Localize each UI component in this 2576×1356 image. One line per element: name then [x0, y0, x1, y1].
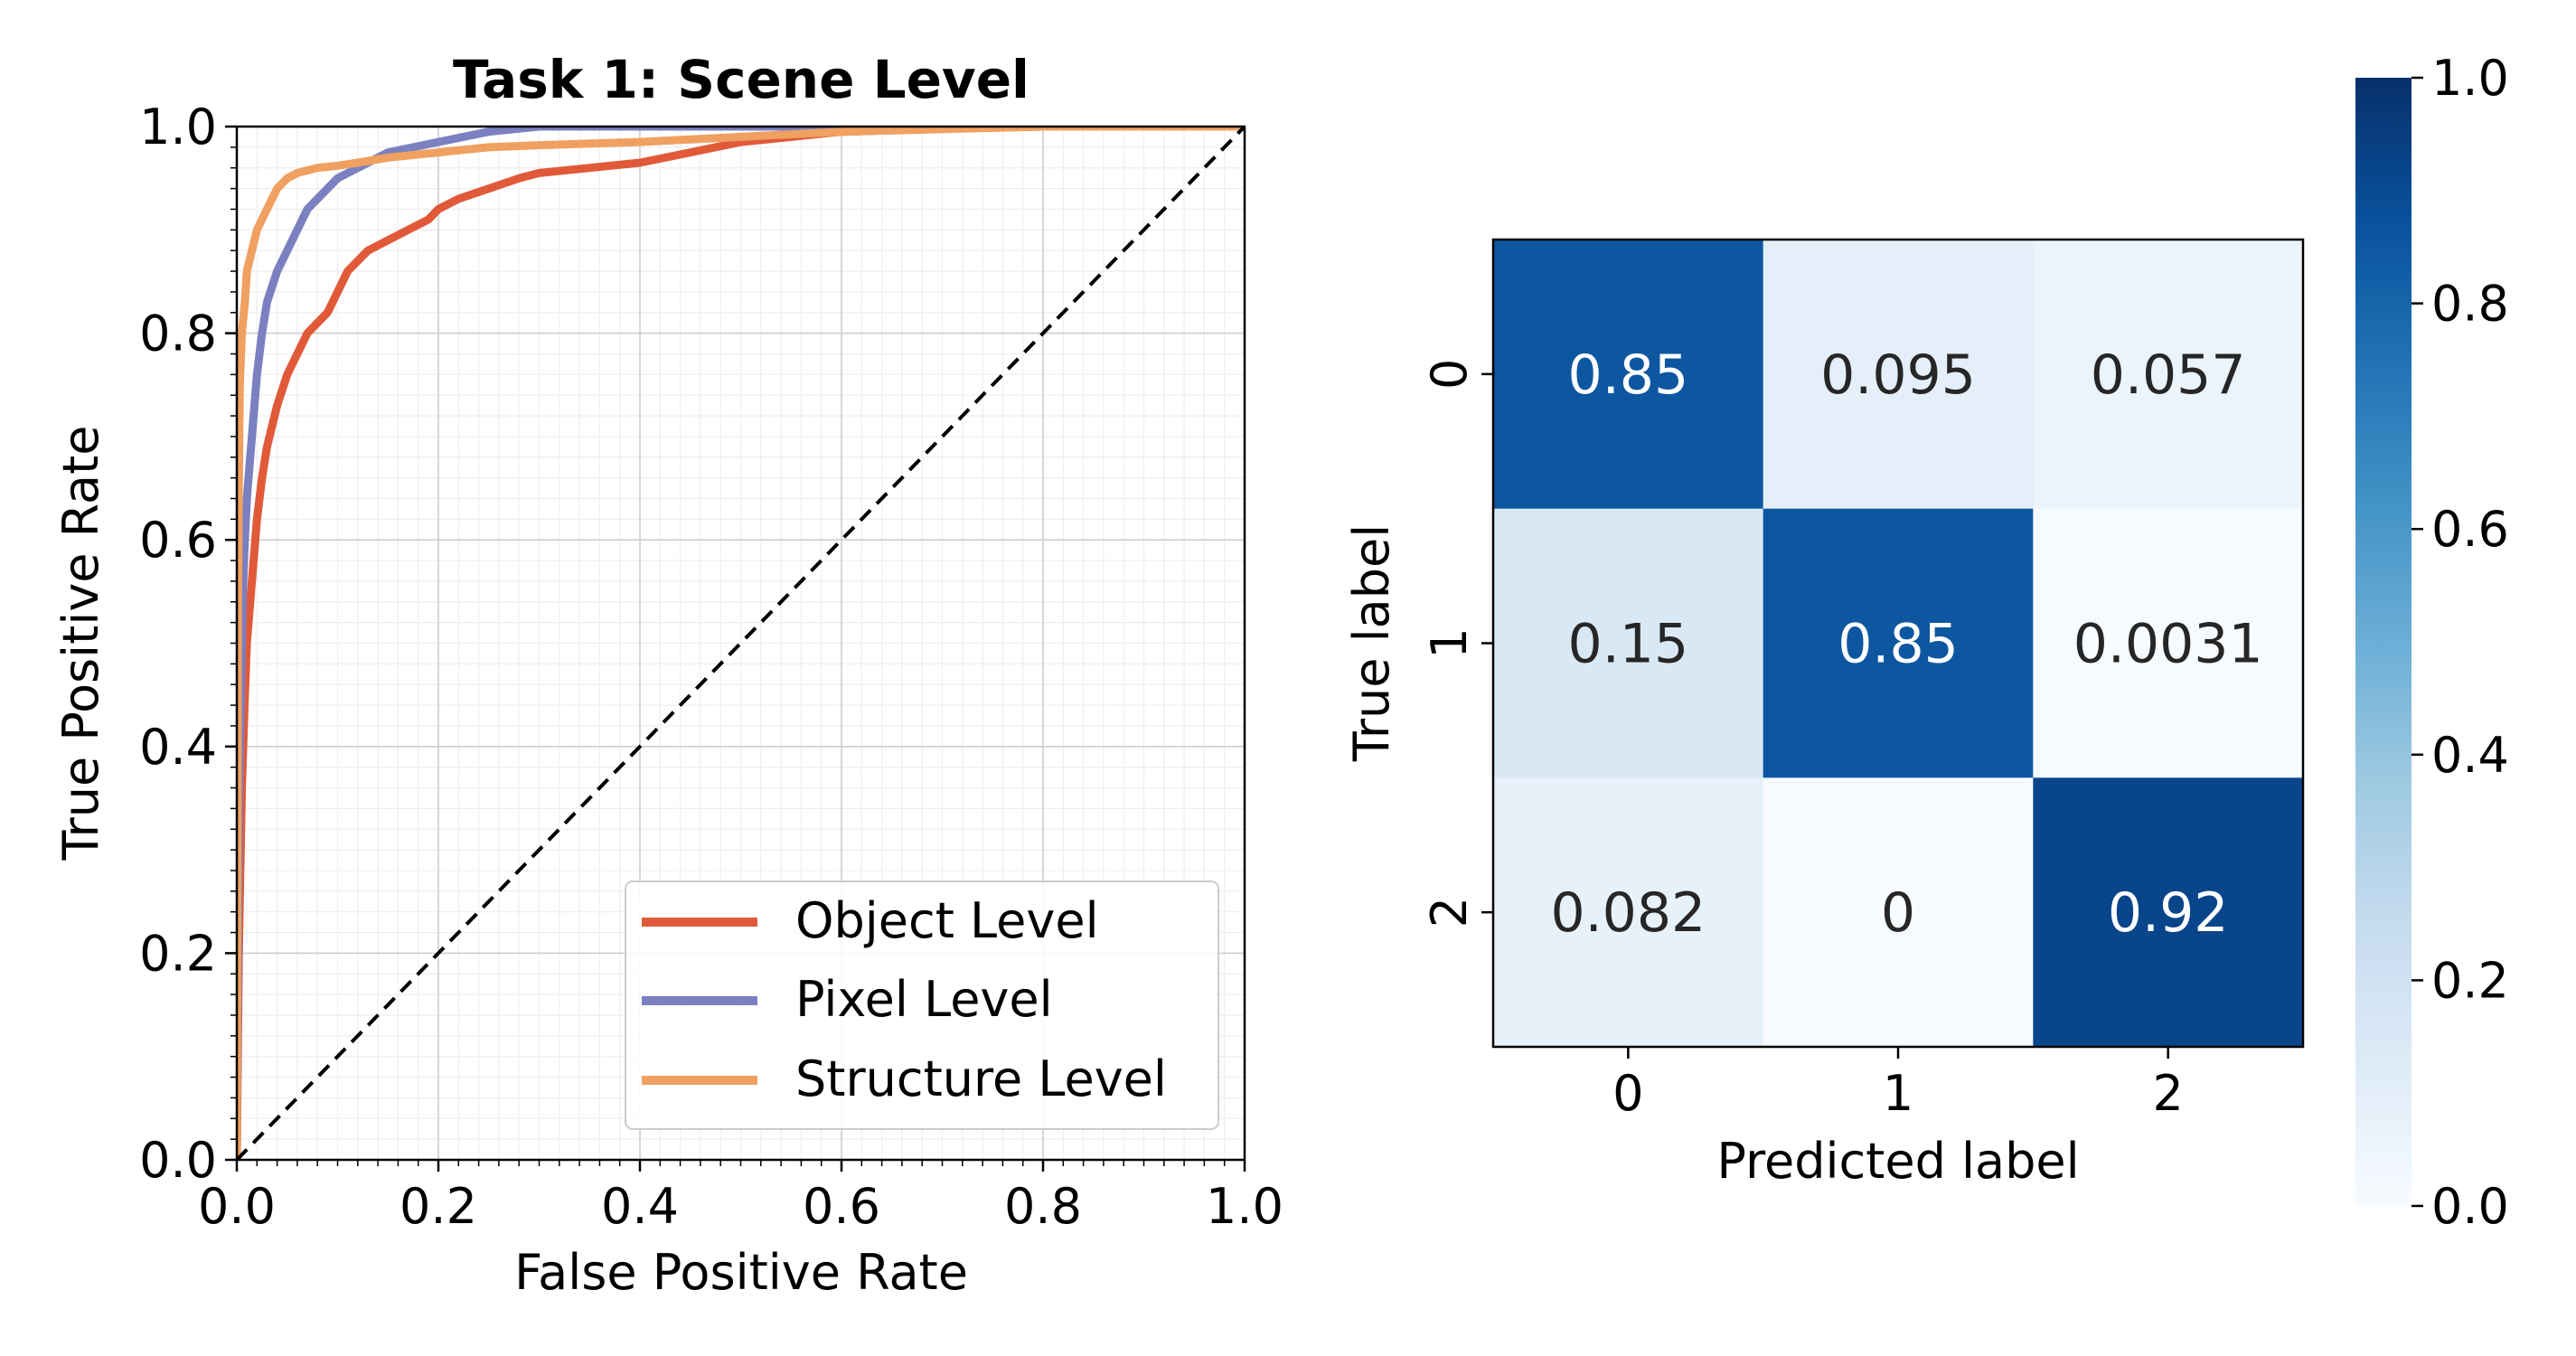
cm-cell-value: 0.85 — [1838, 613, 1959, 676]
cm-cell — [1493, 777, 1764, 1048]
roc-y-tick-label: 1.0 — [139, 99, 217, 155]
roc-legend: Object Level Pixel Level Structure Level — [625, 880, 1219, 1130]
cm-x-tick-label: 1 — [1883, 1065, 1913, 1122]
roc-x-tick-label: 0.8 — [1004, 1178, 1082, 1235]
confusion-matrix: 0.85 0.095 0.057 0.15 0.85 0.0031 0.082 0 0.92 0… — [1343, 238, 2305, 1190]
roc-y-tick-label: 0.8 — [139, 306, 217, 363]
cm-cell-value: 0.0031 — [2073, 613, 2263, 676]
roc-x-tick-label: 0.4 — [601, 1178, 679, 1235]
roc-reference-diagonal — [237, 127, 1245, 1160]
cm-x-tick-label: 2 — [2152, 1065, 2183, 1122]
cm-x-axis-label: Predicted label — [1716, 1133, 2079, 1190]
roc-curve-pixel-level — [237, 127, 1245, 1160]
colorbar-tick-label: 0.8 — [2431, 276, 2509, 333]
cm-y-tick-label: 1 — [1421, 627, 1478, 658]
cm-cell — [1493, 508, 1764, 778]
cm-cell — [1493, 240, 1764, 510]
cm-cells: 0.85 0.095 0.057 0.15 0.85 0.0031 0.082 0 0.92 — [1493, 240, 2304, 1048]
cm-cell-value: 0 — [1881, 881, 1915, 945]
cm-cell-value: 0.85 — [1568, 344, 1689, 407]
cm-cell-value: 0.082 — [1550, 881, 1706, 945]
colorbar-tick-label: 0.6 — [2431, 501, 2509, 558]
colorbar-tick-label: 0.4 — [2431, 727, 2509, 784]
roc-y-tick-label: 0.0 — [139, 1132, 217, 1189]
roc-ticks: 0.0 0.2 0.4 0.6 0.8 1.0 0.0 0.2 0.4 0.6 0.8 1.0 — [139, 99, 1283, 1235]
cm-cell-value: 0.095 — [1820, 344, 1976, 407]
cm-cell — [1763, 240, 2034, 510]
cm-cell — [1763, 777, 2034, 1048]
cm-cell — [2033, 777, 2304, 1048]
cm-cell — [2033, 508, 2304, 778]
roc-title: Task 1: Scene Level — [453, 49, 1029, 110]
cm-cell — [2033, 240, 2304, 510]
colorbar-tick-label: 0.2 — [2431, 952, 2509, 1009]
roc-curve-object-level — [237, 127, 1245, 1160]
roc-curve-structure-level — [237, 127, 1245, 1160]
roc-x-tick-label: 0.0 — [198, 1178, 276, 1235]
roc-x-tick-label: 0.6 — [803, 1178, 880, 1235]
roc-x-axis-label: False Positive Rate — [514, 1244, 968, 1301]
cm-cell — [1763, 508, 2034, 778]
colorbar-tick-label: 0.0 — [2431, 1178, 2509, 1235]
cm-cell-value: 0.057 — [2091, 344, 2246, 407]
cm-x-tick-label: 0 — [1612, 1065, 1643, 1122]
cm-y-tick-label: 2 — [1421, 897, 1478, 928]
cm-cell-value: 0.92 — [2108, 881, 2229, 945]
roc-x-tick-label: 0.2 — [400, 1178, 477, 1235]
roc-y-axis-label: True Positive Rate — [52, 425, 109, 861]
colorbar-gradient — [2355, 78, 2411, 1206]
cm-ticks: 0 1 2 0 1 2 — [1421, 359, 2184, 1122]
cm-y-axis-label: True label — [1343, 524, 1400, 762]
cm-cell-value: 0.15 — [1568, 613, 1689, 676]
colorbar-ticks: 0.0 0.2 0.4 0.6 0.8 1.0 — [2411, 50, 2509, 1235]
legend-label-structure-level: Structure Level — [795, 1050, 1167, 1107]
cm-y-tick-label: 0 — [1421, 359, 1478, 390]
roc-x-tick-label: 1.0 — [1206, 1178, 1283, 1235]
colorbar-tick-label: 1.0 — [2431, 50, 2509, 107]
roc-y-tick-label: 0.4 — [139, 719, 217, 776]
roc-legend-box — [625, 880, 1219, 1130]
roc-y-tick-label: 0.2 — [139, 925, 217, 982]
roc-y-tick-label: 0.6 — [139, 512, 217, 569]
roc-chart: 0.0 0.2 0.4 0.6 0.8 1.0 0.0 0.2 0.4 0.6 0.8 1.0 Tas… — [52, 49, 1283, 1301]
roc-curves — [237, 127, 1245, 1160]
legend-label-pixel-level: Pixel Level — [795, 971, 1053, 1028]
legend-label-object-level: Object Level — [795, 892, 1099, 949]
colorbar: 0.0 0.2 0.4 0.6 0.8 1.0 — [2355, 50, 2509, 1235]
